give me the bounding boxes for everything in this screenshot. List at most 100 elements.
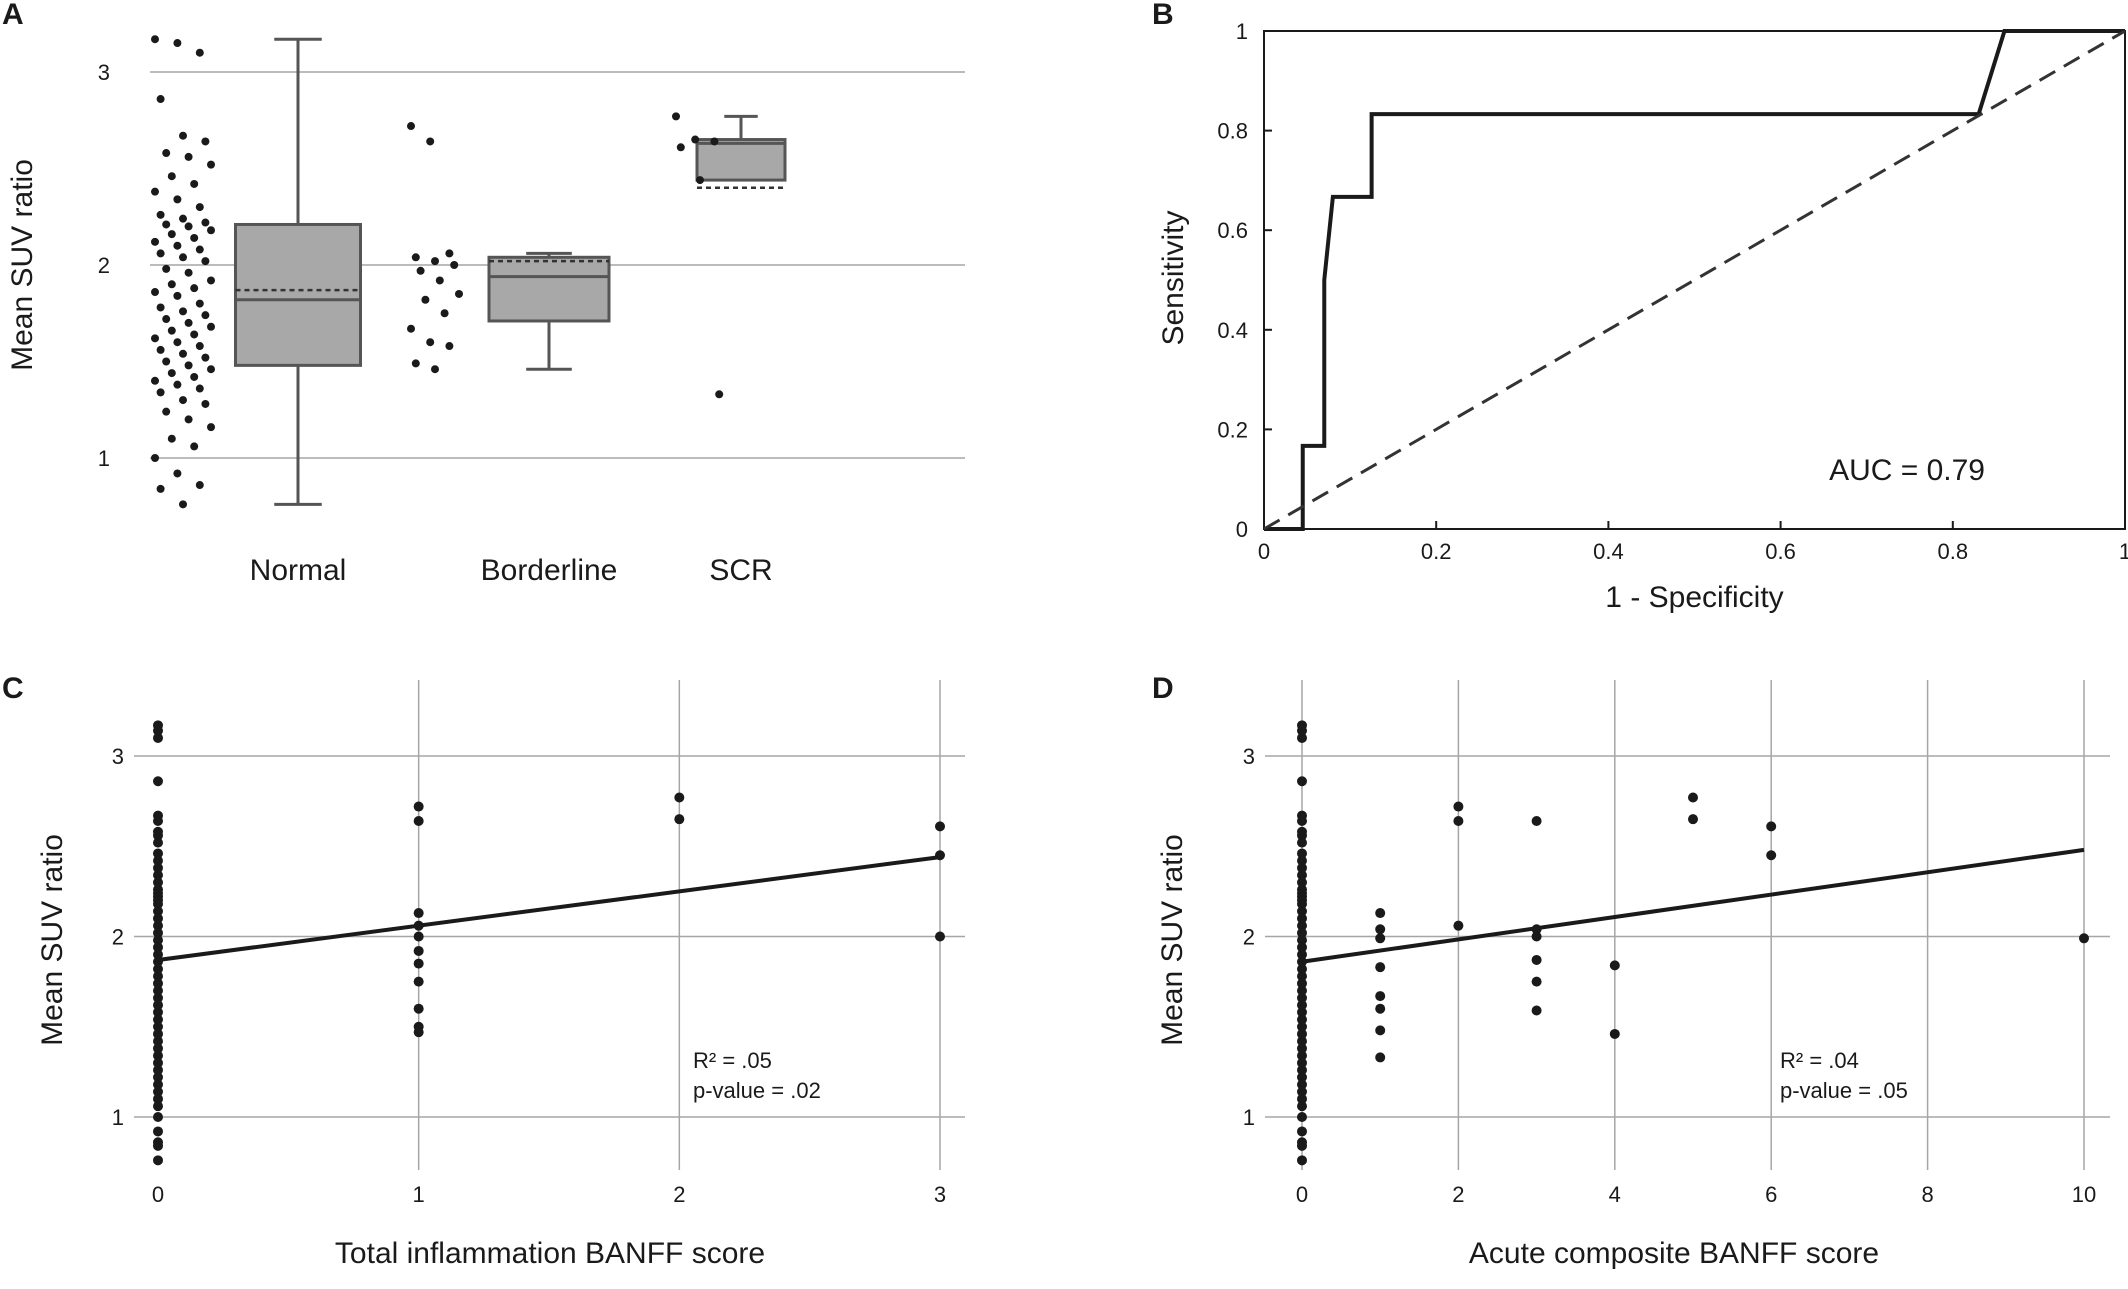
panel-d-data-point <box>1297 935 1307 946</box>
panel-b-y-tick-label: 0.4 <box>1217 318 1248 343</box>
panel-d-data-point <box>1297 1140 1307 1151</box>
panel-a-letter: A <box>2 0 24 31</box>
panel-a-y-axis-title: Mean SUV ratio <box>6 159 39 371</box>
panel-a-data-point <box>207 276 215 285</box>
panel-a-data-point <box>207 226 215 235</box>
panel-a-data-point <box>190 179 199 188</box>
panel-b-x-tick-label: 0.4 <box>1593 539 1624 564</box>
panel-c-x-tick-label: 3 <box>934 1182 946 1207</box>
panel-c-data-point <box>153 1101 163 1112</box>
panel-d-data-point <box>1297 830 1307 841</box>
panel-c-data-point <box>153 1065 163 1076</box>
panel-d-data-point <box>1375 1025 1386 1036</box>
panel-c-data-point <box>153 1028 163 1039</box>
panel-d-data-point <box>1297 725 1307 736</box>
panel-b-y-tick-label: 0.6 <box>1217 218 1248 243</box>
panel-a-data-point <box>162 315 171 324</box>
panel-d-data-point <box>1375 1003 1386 1014</box>
panel-a-data-point <box>445 342 454 351</box>
panel-a-data-point <box>151 334 159 343</box>
panel-d-data-point <box>1688 792 1698 803</box>
panel-c-data-point <box>153 1112 163 1122</box>
panel-c-data-point <box>153 1021 163 1032</box>
panel-a-y-tick-label: 2 <box>98 253 110 278</box>
panel-d-data-point <box>1297 862 1307 873</box>
panel-c-data-point <box>413 908 424 919</box>
panel-b-y-tick-label: 1 <box>1236 19 1248 44</box>
panel-a-data-point <box>201 399 210 408</box>
panel-a-data-point <box>207 322 215 331</box>
panel-a-data-point <box>173 338 182 347</box>
panel-a-data-point <box>195 203 204 212</box>
panel-a-data-point <box>450 261 459 269</box>
panel-c-data-point <box>153 1057 163 1068</box>
panel-a-data-point <box>179 307 187 316</box>
panel-a-data-point <box>162 264 171 273</box>
panel-a-data-point <box>201 353 210 362</box>
panel-d-data-point <box>1297 1057 1307 1068</box>
panel-c-data-point <box>153 963 163 974</box>
panel-d-data-point <box>1297 877 1307 888</box>
panel-d-p-value: p-value = .05 <box>1780 1078 1908 1103</box>
panel-d-data-point <box>1375 962 1386 973</box>
panel-a-category-label: SCR <box>709 554 772 587</box>
panel-a-data-point <box>156 484 165 493</box>
panel-c-data-point <box>413 931 424 942</box>
panel-d-x-axis-title: Acute composite BANFF score <box>1469 1237 1879 1270</box>
panel-b-x-tick-label: 0 <box>1258 539 1270 564</box>
panel-d-data-point <box>1297 837 1307 848</box>
panel-c-data-point <box>153 870 163 881</box>
panel-a-data-point <box>691 135 700 144</box>
panel-a-data-point <box>173 380 182 389</box>
panel-a-data-point <box>407 324 415 333</box>
panel-b-letter: B <box>1152 0 1174 31</box>
panel-a-data-point <box>672 112 680 121</box>
panel-d-data-point <box>1297 1021 1307 1032</box>
panel-d-data-point <box>1531 1005 1542 1016</box>
panel-d-data-point <box>1531 976 1542 987</box>
panel-d-data-point <box>1297 963 1307 974</box>
panel-d-data-point <box>1297 1086 1307 1097</box>
panel-c-x-tick-label: 0 <box>152 1182 164 1207</box>
panel-d-data-point <box>1297 776 1307 787</box>
panel-d-data-point <box>1297 949 1307 960</box>
panel-c-data-point <box>413 1027 424 1038</box>
panel-c-data-point <box>153 1000 163 1011</box>
panel-c-y-tick-label: 2 <box>112 925 124 950</box>
panel-d-letter: D <box>1152 672 1174 705</box>
panel-b-frame <box>1263 30 2126 530</box>
panel-a-data-point <box>207 423 215 432</box>
panel-a-data-point <box>162 220 171 229</box>
panel-a-data-point <box>201 137 210 146</box>
panel-c-data-point <box>153 725 163 736</box>
panel-c-data-point <box>153 913 163 924</box>
panel-d-data-point <box>1297 815 1307 826</box>
panel-d-data-point <box>1297 732 1307 743</box>
panel-a-data-point <box>426 137 435 146</box>
panel-a-data-point <box>173 241 182 250</box>
panel-c-data-point <box>153 877 163 888</box>
panel-a-data-point <box>195 48 204 57</box>
panel-d-x-tick-label: 10 <box>2072 1182 2096 1207</box>
panel-c-x-tick-label: 1 <box>413 1182 425 1207</box>
panel-d-x-tick-label: 0 <box>1296 1182 1308 1207</box>
panel-a-data-point <box>455 289 463 298</box>
box-iqr <box>695 138 787 182</box>
panel-d-data-point <box>1297 942 1307 953</box>
panel-c-data-point <box>153 949 163 960</box>
panel-c-data-point <box>153 1093 163 1104</box>
panel-c-data-point <box>153 1086 163 1097</box>
panel-b-y-axis-title: Sensitivity <box>1157 210 1190 345</box>
panel-c-data-point <box>153 992 163 1003</box>
panel-c-data-point <box>153 848 163 859</box>
panel-b-auc-label: AUC = 0.79 <box>1829 454 1985 487</box>
panel-b-y-tick-label: 0.2 <box>1217 417 1248 442</box>
box-iqr <box>234 222 362 367</box>
panel-d-data-point <box>1297 1112 1307 1122</box>
panel-c-regression-line <box>157 855 941 962</box>
panel-c-data-point <box>153 920 163 931</box>
panel-a-data-point <box>156 249 165 258</box>
panel-a-data-point <box>710 137 719 146</box>
panel-d-data-point <box>1766 850 1777 861</box>
